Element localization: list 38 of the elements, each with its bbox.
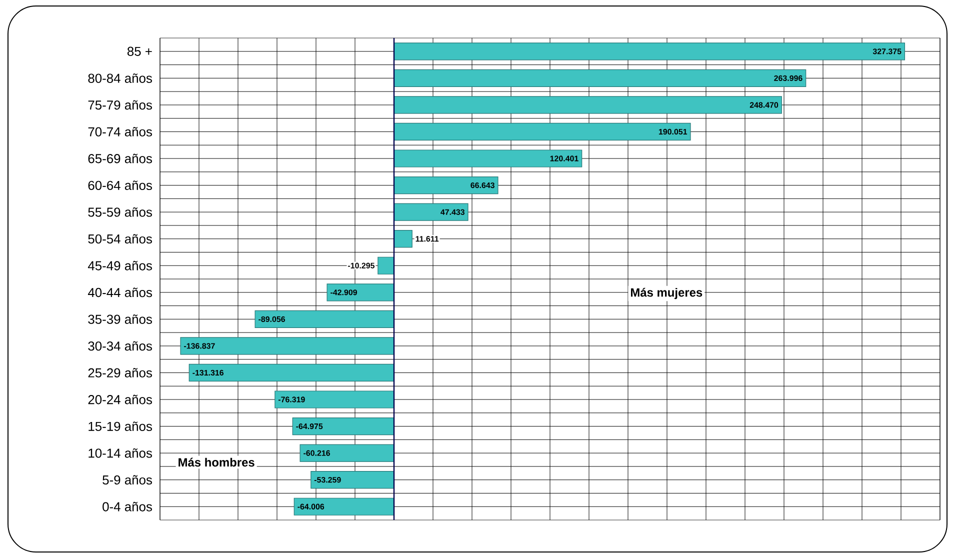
y-tick-label: 45-49 años	[88, 260, 152, 270]
bar	[188, 364, 394, 382]
bar	[326, 284, 394, 302]
y-tick-label: 30-34 años	[88, 341, 152, 351]
bar	[394, 176, 498, 194]
y-tick-label: 75-79 años	[88, 100, 152, 110]
y-tick-label: 55-59 años	[88, 207, 152, 217]
bar	[394, 96, 782, 114]
y-tick-label: 35-39 años	[88, 314, 152, 324]
bar	[274, 390, 394, 408]
bar	[394, 230, 412, 248]
y-tick-label: 40-44 años	[88, 288, 152, 298]
bar	[378, 256, 394, 274]
bar	[394, 69, 806, 87]
bar	[394, 150, 582, 168]
bar	[180, 337, 394, 355]
bar	[254, 310, 394, 328]
y-tick-label: 5-9 años	[102, 475, 152, 485]
y-tick-label: 65-69 años	[88, 154, 152, 164]
annotation: Más hombres	[178, 458, 254, 467]
bar	[300, 444, 394, 462]
y-tick-label: 60-64 años	[88, 180, 152, 190]
y-tick-label: 25-29 años	[88, 368, 152, 378]
y-tick-label: 10-14 años	[88, 448, 152, 458]
bar	[394, 122, 691, 141]
bar	[294, 498, 394, 516]
y-tick-label: 15-19 años	[88, 422, 152, 431]
y-tick-label: 80-84 años	[88, 73, 152, 83]
y-tick-label: 50-54 años	[88, 234, 152, 244]
y-tick-label: 0-4 años	[102, 502, 152, 512]
bar	[394, 203, 468, 221]
y-tick-label: 70-74 años	[88, 127, 152, 136]
y-tick-label: 85 +	[127, 46, 152, 56]
bar	[310, 471, 394, 489]
y-tick-label: 20-24 años	[88, 394, 152, 404]
bar	[292, 417, 394, 436]
annotation: Más mujeres	[631, 288, 702, 300]
bar	[394, 42, 906, 60]
